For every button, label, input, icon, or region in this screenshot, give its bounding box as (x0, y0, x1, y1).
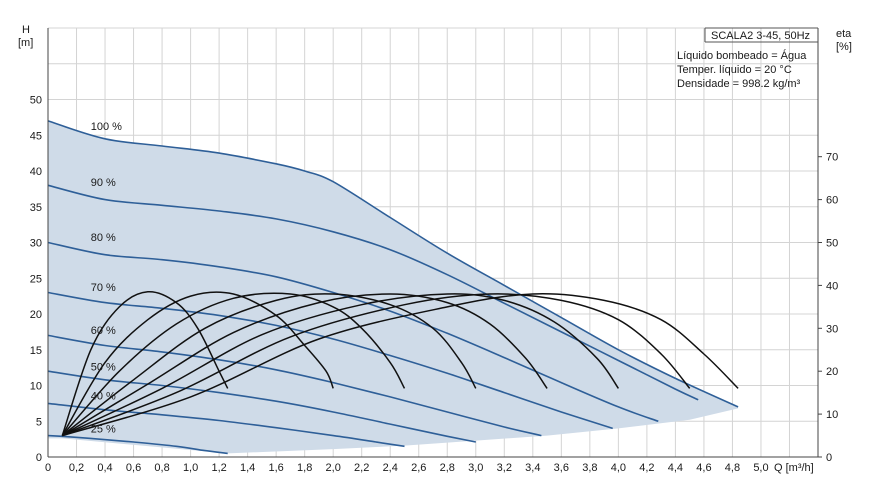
y-right-tick-label: 10 (826, 409, 838, 421)
x-tick-label: 3,2 (497, 462, 512, 474)
series-label: 100 % (91, 121, 122, 133)
efficiency-curve-2 (61, 291, 334, 436)
series-labels: 100 % 90 % 80 % 70 % 60 % 50 % 40 % 25 % (91, 121, 122, 435)
x-tick-label: 2,2 (354, 462, 369, 474)
series-label: 80 % (91, 232, 116, 244)
x-tick-label: 2,4 (383, 462, 398, 474)
efficiency-curve-5 (61, 293, 548, 437)
y-left-tick-label: 25 (30, 273, 42, 285)
x-tick-label: 0,4 (97, 462, 112, 474)
x-tick-label: 4,8 (725, 462, 740, 474)
y-right-axis-name: eta (836, 28, 852, 40)
y-right-tick-label: 40 (826, 280, 838, 292)
x-tick-label: 1,2 (211, 462, 226, 474)
head-curve-80 (47, 241, 659, 423)
series-label: 25 % (91, 424, 116, 436)
head-curve-100 (47, 120, 739, 408)
y-right-tick-label: 20 (826, 366, 838, 378)
y-right-tick-label: 30 (826, 323, 838, 335)
efficiency-curve-3 (61, 292, 406, 437)
y-left-tick-label: 0 (36, 452, 42, 464)
y-right-tick-label: 0 (826, 452, 832, 464)
x-tick-label: 2,0 (326, 462, 341, 474)
x-tick-label: 3,8 (582, 462, 597, 474)
y-left-tick-label: 50 (30, 95, 42, 107)
head-curve-25 (47, 434, 228, 455)
head-curve-50 (47, 370, 476, 443)
y-left-tick-label: 35 (30, 202, 42, 214)
y-right-tick-label: 50 (826, 238, 838, 250)
y-left-tick-label: 40 (30, 166, 42, 178)
efficiency-curves (61, 291, 739, 437)
y-left-tick-label: 20 (30, 309, 42, 321)
efficiency-curve-8 (62, 293, 739, 437)
y-left-tick-label: 30 (30, 238, 42, 250)
x-axis-label: Q [m³/h] (774, 462, 814, 474)
x-tick-label: 2,8 (440, 462, 455, 474)
chart-title: SCALA2 3-45, 50Hz (711, 30, 810, 42)
x-tick-label: 2,6 (411, 462, 426, 474)
info-box: SCALA2 3-45, 50Hz Líquido bombeado = Águ… (677, 27, 818, 90)
x-tick-labels: 0 0,2 0,4 0,6 0,8 1,0 1,2 1,4 1,6 1,8 2,0 2,2 2,4 2,6… (45, 462, 769, 474)
efficiency-curve-4 (61, 293, 477, 437)
efficiency-curve-7 (62, 293, 691, 437)
y-right-tick-labels: 0 10 20 30 40 50 60 70 (818, 152, 838, 464)
series-label: 40 % (91, 391, 116, 403)
series-label: 70 % (91, 282, 116, 294)
y-left-axis-name: H (22, 24, 30, 36)
y-left-tick-labels: 0 5 10 15 20 25 30 35 40 45 50 (30, 95, 42, 465)
head-curves (47, 120, 739, 455)
x-tick-label: 0,8 (154, 462, 169, 474)
y-right-tick-label: 70 (826, 152, 838, 164)
y-right-axis-unit: [%] (836, 41, 852, 53)
y-left-tick-label: 5 (36, 416, 42, 428)
head-curve-40 (47, 402, 405, 448)
x-tick-label: 3,0 (468, 462, 483, 474)
y-left-axis-unit: [m] (18, 37, 33, 49)
series-label: 90 % (91, 177, 116, 189)
x-tick-label: 4,6 (696, 462, 711, 474)
x-tick-label: 3,6 (554, 462, 569, 474)
x-tick-label: 4,4 (668, 462, 683, 474)
x-tick-label: 4,2 (639, 462, 654, 474)
x-tick-label: 4,0 (611, 462, 626, 474)
x-tick-label: 1,8 (297, 462, 312, 474)
series-label: 60 % (91, 325, 116, 337)
y-left-tick-label: 15 (30, 345, 42, 357)
note-liquid: Líquido bombeado = Água (677, 49, 807, 62)
x-tick-label: 0 (45, 462, 51, 474)
y-left-tick-label: 45 (30, 130, 42, 142)
x-tick-label: 1,6 (268, 462, 283, 474)
head-curve-90 (47, 184, 699, 401)
x-tick-label: 0,6 (126, 462, 141, 474)
x-tick-label: 3,4 (525, 462, 540, 474)
note-temperature: Temper. líquido = 20 °C (677, 64, 792, 76)
efficiency-curve-6 (61, 293, 620, 437)
x-tick-label: 0,2 (69, 462, 84, 474)
series-label: 50 % (91, 361, 116, 373)
x-tick-label: 5,0 (753, 462, 768, 474)
efficiency-curve-1 (61, 291, 229, 436)
head-curve-70 (47, 291, 613, 430)
note-density: Densidade = 998.2 kg/m³ (677, 78, 801, 90)
x-tick-label: 1,4 (240, 462, 255, 474)
head-curve-60 (47, 334, 542, 437)
y-left-tick-label: 10 (30, 381, 42, 393)
y-right-tick-label: 60 (826, 195, 838, 207)
x-tick-label: 1,0 (183, 462, 198, 474)
